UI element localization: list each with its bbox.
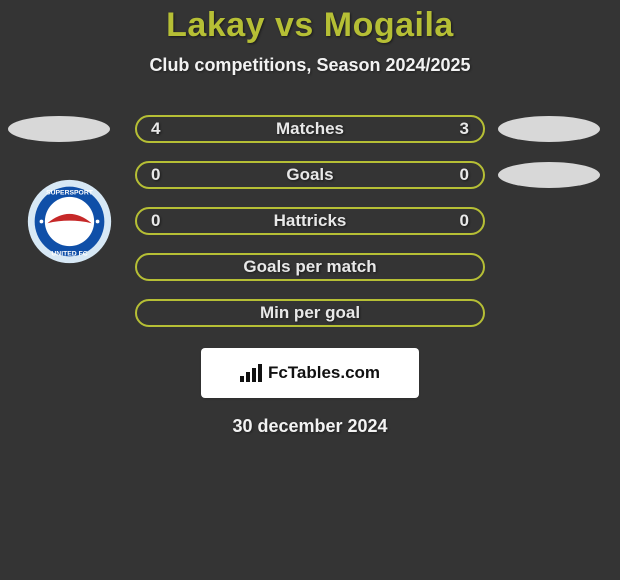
player-indicator-left bbox=[8, 116, 110, 142]
player-indicator-right bbox=[498, 116, 600, 142]
stat-label: Goals per match bbox=[243, 257, 376, 277]
root-container: Lakay vs Mogaila Club competitions, Seas… bbox=[0, 0, 620, 580]
stat-pill: 0 Hattricks 0 bbox=[135, 207, 485, 235]
page-subtitle: Club competitions, Season 2024/2025 bbox=[0, 55, 620, 76]
svg-text:SUPERSPORT: SUPERSPORT bbox=[46, 189, 94, 196]
stat-value-left: 4 bbox=[151, 119, 160, 139]
club-crest-icon: SUPERSPORT UNITED FC bbox=[27, 179, 112, 264]
stat-value-left: 0 bbox=[151, 165, 160, 185]
stat-pill: 0 Goals 0 bbox=[135, 161, 485, 189]
date-label: 30 december 2024 bbox=[0, 416, 620, 437]
stat-label: Min per goal bbox=[260, 303, 360, 323]
stat-value-left: 0 bbox=[151, 211, 160, 231]
stat-row: Min per goal bbox=[0, 290, 620, 336]
bars-icon bbox=[240, 364, 262, 382]
page-title: Lakay vs Mogaila bbox=[0, 0, 620, 45]
team-badge-left: SUPERSPORT UNITED FC bbox=[27, 179, 112, 264]
stat-label: Hattricks bbox=[274, 211, 347, 231]
stat-pill: Min per goal bbox=[135, 299, 485, 327]
player-indicator-right bbox=[498, 162, 600, 188]
stat-row: 4 Matches 3 bbox=[0, 106, 620, 152]
watermark: FcTables.com bbox=[201, 348, 419, 398]
stat-pill: Goals per match bbox=[135, 253, 485, 281]
stat-pill: 4 Matches 3 bbox=[135, 115, 485, 143]
svg-text:UNITED FC: UNITED FC bbox=[51, 251, 87, 258]
stat-label: Matches bbox=[276, 119, 344, 139]
stat-value-right: 0 bbox=[460, 165, 469, 185]
stat-value-right: 0 bbox=[460, 211, 469, 231]
stat-value-right: 3 bbox=[460, 119, 469, 139]
stat-label: Goals bbox=[286, 165, 333, 185]
watermark-text: FcTables.com bbox=[268, 363, 380, 383]
